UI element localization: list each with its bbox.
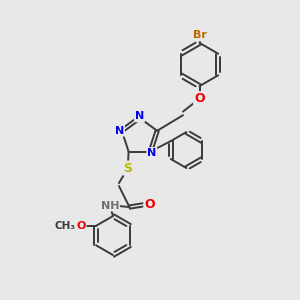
Text: N: N [115,126,124,136]
Text: S: S [124,161,133,175]
Text: O: O [194,92,205,105]
Text: N: N [147,148,157,158]
Text: NH: NH [101,200,119,211]
Text: Br: Br [193,30,206,40]
Text: N: N [135,111,144,122]
Text: O: O [144,197,155,211]
Text: CH₃: CH₃ [55,221,76,231]
Text: O: O [76,221,86,231]
